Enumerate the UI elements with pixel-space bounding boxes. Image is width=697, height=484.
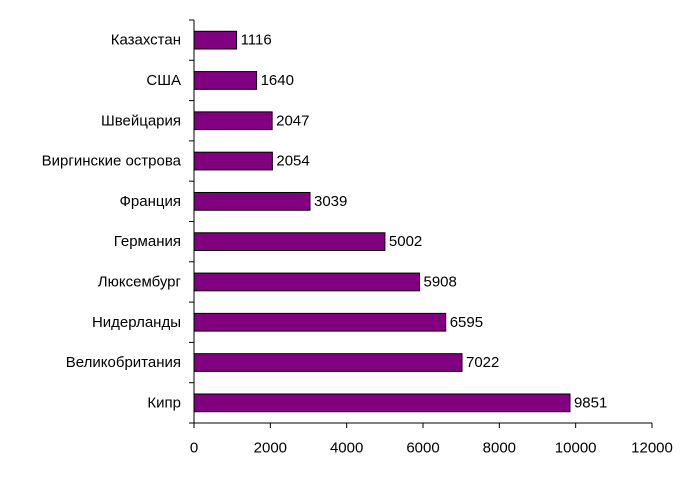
value-label: 1116	[241, 32, 272, 49]
value-label: 5002	[389, 233, 422, 250]
labels-layer: Казахстан 1116 США 1640 Швейцария 2047 Виргинс…	[42, 32, 673, 457]
bar-0	[193, 30, 238, 50]
bar-9	[193, 393, 571, 413]
category-label: Виргинские острова	[42, 153, 182, 170]
bar-8	[193, 353, 463, 372]
category-label: Нидерланды	[92, 314, 181, 331]
value-label: 7022	[466, 354, 499, 371]
bar-1	[193, 71, 258, 90]
x-tick-label: 0	[190, 440, 198, 457]
value-label: 3039	[314, 193, 347, 210]
value-label: 5908	[423, 273, 456, 290]
value-label: 2054	[276, 153, 309, 170]
x-tick-label: 6000	[406, 440, 439, 457]
category-label: США	[146, 72, 181, 89]
x-tick-label: 12000	[631, 440, 673, 457]
value-label: 1640	[261, 72, 294, 89]
bar-4	[193, 191, 311, 211]
bar-6	[193, 272, 420, 292]
bar-5	[193, 232, 386, 252]
bar-2	[193, 111, 273, 131]
x-tick-label: 8000	[483, 440, 516, 457]
category-label: Казахстан	[111, 32, 181, 49]
category-label: Германия	[114, 233, 181, 250]
bars-layer	[193, 30, 571, 413]
value-label: 2047	[276, 112, 309, 129]
bar-3	[193, 151, 273, 171]
category-label: Франция	[120, 193, 181, 210]
value-label: 9851	[574, 394, 607, 411]
x-tick-label: 2000	[254, 440, 287, 457]
category-label: Великобритания	[66, 354, 181, 371]
value-label: 6595	[450, 314, 483, 331]
x-tick-label: 4000	[330, 440, 363, 457]
axes-layer	[189, 19, 653, 428]
category-label: Кипр	[147, 394, 181, 411]
category-label: Люксембург	[98, 273, 182, 290]
category-label: Швейцария	[101, 112, 181, 129]
bar-7	[193, 312, 447, 332]
x-tick-label: 10000	[555, 440, 597, 457]
